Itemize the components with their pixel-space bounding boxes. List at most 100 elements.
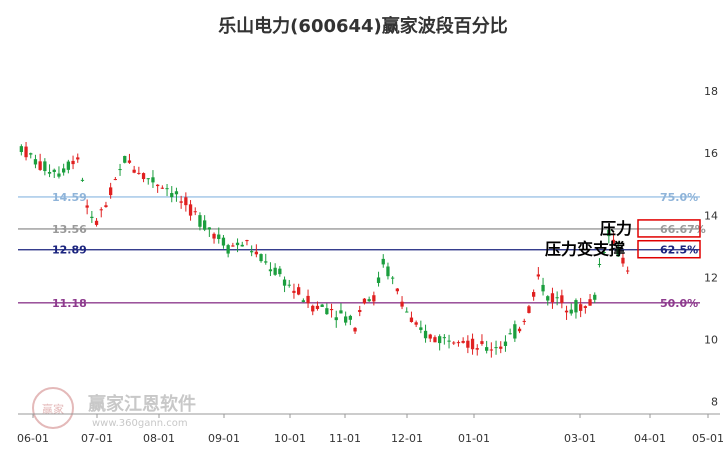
candle-body: [405, 311, 409, 313]
x-tick-label: 08-01: [143, 432, 175, 445]
candle-body: [203, 220, 207, 230]
candle-body: [550, 293, 555, 303]
candle-body: [452, 342, 456, 344]
candle-body: [414, 322, 418, 325]
candle-body: [90, 216, 94, 218]
candle-body: [353, 327, 357, 332]
level-left-label: 14.59: [52, 191, 87, 204]
candle-body: [560, 295, 564, 303]
candle-body: [179, 201, 183, 203]
y-tick-label: 18: [704, 85, 718, 98]
candle-body: [71, 160, 75, 165]
candle-body: [433, 337, 437, 343]
candle-body: [391, 277, 395, 279]
candle-body: [151, 177, 155, 183]
candle-body: [485, 347, 489, 351]
chart-title: 乐山电力(600644)赢家波段百分比: [218, 16, 508, 37]
candle-body: [76, 157, 80, 160]
x-tick-label: 03-01: [564, 432, 596, 445]
candle-body: [555, 297, 559, 299]
candle-body: [38, 161, 42, 170]
candle-body: [503, 341, 508, 346]
candle-body: [423, 330, 428, 339]
candle-body: [165, 188, 169, 190]
candle-body: [344, 316, 348, 323]
candle-body: [52, 169, 56, 172]
candle-body: [127, 160, 132, 163]
candle-body: [33, 159, 38, 165]
candle-body: [621, 257, 625, 264]
candle-body: [282, 279, 287, 286]
candle-body: [217, 234, 221, 240]
candle-body: [311, 305, 315, 312]
x-tick-label: 10-01: [274, 432, 306, 445]
candle-body: [235, 242, 240, 246]
x-tick-label: 12-01: [391, 432, 423, 445]
candle-body: [174, 191, 179, 195]
level-highlight-box: [637, 239, 701, 259]
candle-body: [19, 146, 23, 152]
candle-body: [602, 251, 606, 253]
candle-body: [306, 295, 310, 304]
candle-body: [583, 306, 587, 308]
candle-body: [569, 309, 573, 314]
candle-body: [85, 205, 89, 208]
candle-body: [362, 298, 367, 304]
candle-body: [616, 248, 620, 257]
candle-body: [99, 209, 103, 211]
x-tick-label: 11-01: [329, 432, 361, 445]
watermark: 赢家 赢家江恩软件 www.360gann.com: [32, 387, 196, 429]
level-left-label: 13.56: [52, 223, 87, 236]
candle-body: [297, 287, 301, 295]
candle-body: [170, 193, 174, 198]
y-tick-label: 16: [704, 147, 718, 160]
level-right-label: 50.0%: [660, 297, 698, 310]
candle-body: [287, 284, 291, 286]
candle-body: [268, 269, 273, 272]
candle-body: [376, 277, 381, 283]
candle-body: [442, 337, 446, 339]
candle-body: [611, 239, 616, 243]
level-highlight-box: [637, 219, 701, 238]
candle-body: [597, 263, 602, 265]
candle-body: [66, 161, 70, 170]
candle-body: [29, 153, 33, 155]
candle-body: [409, 317, 414, 323]
candle-body: [574, 300, 578, 313]
candle-body: [137, 172, 141, 174]
candle-body: [461, 340, 465, 343]
x-tick-label: 04-01: [634, 432, 666, 445]
candle-body: [334, 317, 338, 321]
watermark-url: www.360gann.com: [92, 418, 188, 429]
watermark-seal-icon: [32, 387, 74, 429]
candle-body: [546, 296, 550, 301]
x-tick-label: 01-01: [458, 432, 490, 445]
level-right-label: 75.0%: [660, 191, 698, 204]
candle-body: [372, 295, 376, 302]
level-lines: 14.59 75.0% 13.56 66.67% 12.89 62.5% 11.18 50.0…: [18, 191, 706, 310]
axes: 8 10 12 14 16 18 06-01 07-01 08-01 09-01 10-01 11-0…: [17, 85, 724, 445]
y-tick-label: 14: [704, 209, 718, 222]
candle-body: [250, 251, 254, 253]
candle-body: [132, 169, 136, 173]
candle-body: [118, 169, 122, 171]
candle-body: [466, 340, 470, 348]
candle-body: [207, 227, 211, 230]
candle-body: [80, 179, 85, 181]
watermark-name: 赢家江恩软件: [88, 393, 196, 415]
y-tick-label: 12: [704, 271, 718, 284]
candle-body: [245, 239, 249, 242]
candle-body: [198, 215, 202, 227]
candle-body: [109, 187, 113, 196]
candle-body: [57, 173, 61, 177]
candle-body: [456, 342, 461, 344]
x-tick-label: 07-01: [81, 432, 113, 445]
x-tick-label: 09-01: [208, 432, 240, 445]
y-tick-label: 8: [711, 396, 718, 409]
x-tick-label: 06-01: [17, 432, 49, 445]
candle-body: [325, 308, 329, 315]
candle-body: [447, 340, 451, 342]
candle-body: [339, 310, 343, 314]
candle-body: [607, 229, 611, 237]
level-left-label: 11.18: [52, 297, 87, 310]
